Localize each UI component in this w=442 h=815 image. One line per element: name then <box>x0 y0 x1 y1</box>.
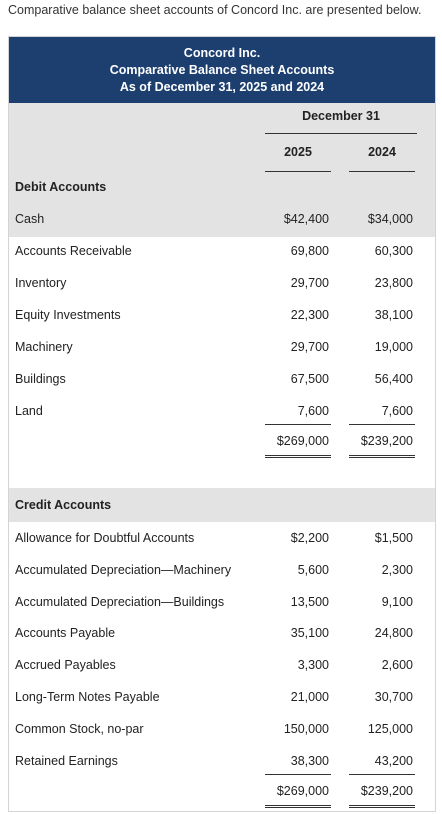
value-2025: 7,600 <box>297 404 329 418</box>
account-label: Accounts Payable <box>15 626 116 641</box>
value-2025: 29,700 <box>290 276 329 290</box>
table-row: Common Stock, no-par 150,000 125,000 <box>9 713 435 745</box>
account-label: Accrued Payables <box>15 658 116 673</box>
credit-heading: Credit Accounts <box>15 498 112 512</box>
table-row: Land 7,600 7,600 <box>9 395 435 427</box>
column-header-area <box>9 103 435 237</box>
table-row: Accumulated Depreciation—Buildings 13,500… <box>9 586 435 618</box>
company-name: Concord Inc. <box>183 46 261 60</box>
table-row: Buildings 67,500 56,400 <box>9 363 435 395</box>
table-row: Allowance for Doubtful Accounts $2,200 $1,… <box>9 522 435 554</box>
value-2024: 24,800 <box>374 626 413 641</box>
table-row: Cash $42,400 $34,000 <box>9 203 435 235</box>
account-label: Buildings <box>15 372 66 386</box>
debit-subtotal-underline <box>265 424 331 425</box>
credit-subtotal-underline <box>265 773 331 775</box>
table-row: Equity Investments 22,300 38,100 <box>9 299 435 331</box>
total-2024: $239,200 <box>360 434 413 448</box>
value-2024: $1,500 <box>374 531 413 545</box>
account-label: Land <box>15 404 43 418</box>
value-2025: 67,500 <box>290 372 329 386</box>
value-2025: $42,400 <box>283 212 329 226</box>
value-2025: 3,300 <box>297 658 329 673</box>
value-2025: 150,000 <box>283 721 329 736</box>
col-underline-2024 <box>349 171 415 172</box>
debit-subtotal-underline <box>349 424 415 425</box>
value-2025: $2,200 <box>290 531 329 545</box>
value-2025: 35,100 <box>290 626 329 641</box>
table-row: Retained Earnings 38,300 43,200 <box>9 745 435 777</box>
value-2025: 21,000 <box>290 690 329 704</box>
table-row: Accrued Payables 3,300 2,600 <box>9 649 435 681</box>
account-label: Machinery <box>15 340 73 354</box>
account-label: Long-Term Notes Payable <box>15 690 160 704</box>
value-2024: 2,300 <box>381 562 413 577</box>
intro-text: Comparative balance sheet accounts of Co… <box>8 3 422 17</box>
table-row: Long-Term Notes Payable 21,000 30,700 <box>9 681 435 713</box>
col-header-2024: 2024 <box>368 145 396 159</box>
table-row: Accounts Receivable 69,800 60,300 <box>9 235 435 267</box>
value-2024: 30,700 <box>374 690 413 704</box>
credit-total-row: $269,000 $239,200 <box>9 775 435 807</box>
value-2025: 38,300 <box>290 753 329 768</box>
credit-total-double-underline <box>265 804 331 808</box>
account-label: Cash <box>15 212 45 226</box>
value-2024: $34,000 <box>367 212 413 226</box>
value-2025: 29,700 <box>290 340 329 354</box>
account-label: Accumulated Depreciation—Machinery <box>15 562 232 577</box>
balance-sheet-table: Concord Inc. Comparative Balance Sheet A… <box>8 36 436 812</box>
value-2024: 125,000 <box>367 721 413 736</box>
value-2024: 38,100 <box>374 308 413 322</box>
value-2024: 19,000 <box>374 340 413 354</box>
table-row: Accounts Payable 35,100 24,800 <box>9 617 435 649</box>
statement-title: Comparative Balance Sheet Accounts <box>109 63 335 77</box>
table-banner: Concord Inc. Comparative Balance Sheet A… <box>9 37 435 103</box>
credit-subtotal-underline <box>349 773 415 775</box>
credit-total-double-underline <box>349 804 415 808</box>
value-2025: 13,500 <box>290 594 329 609</box>
account-label: Accumulated Depreciation—Buildings <box>15 594 225 609</box>
table-row: Accumulated Depreciation—Machinery 5,600 2… <box>9 554 435 586</box>
col-header-2025: 2025 <box>284 145 312 159</box>
col-underline-2025 <box>265 171 331 172</box>
total-2024: $239,200 <box>360 783 413 798</box>
account-label: Allowance for Doubtful Accounts <box>15 531 195 545</box>
value-2024: 60,300 <box>374 244 413 258</box>
debit-total-double-underline <box>349 455 415 458</box>
debit-total-double-underline <box>265 455 331 458</box>
debit-heading-row: Debit Accounts <box>9 171 435 203</box>
account-label: Equity Investments <box>15 308 121 322</box>
account-label: Inventory <box>15 276 67 290</box>
group-underline <box>265 133 417 134</box>
debit-total-row: $269,000 $239,200 <box>9 425 435 457</box>
account-label: Retained Earnings <box>15 753 118 768</box>
value-2025: 69,800 <box>290 244 329 258</box>
value-2024: 56,400 <box>374 372 413 386</box>
value-2024: 23,800 <box>374 276 413 290</box>
value-2024: 9,100 <box>381 594 413 609</box>
account-label: Accounts Receivable <box>15 244 132 258</box>
value-2024: 2,600 <box>381 658 413 673</box>
statement-date: As of December 31, 2025 and 2024 <box>119 80 325 94</box>
table-row: Inventory 29,700 23,800 <box>9 267 435 299</box>
debit-heading: Debit Accounts <box>15 180 107 194</box>
credit-heading-row: Credit Accounts <box>9 488 435 522</box>
total-2025: $269,000 <box>276 434 329 448</box>
value-2024: 43,200 <box>374 753 413 768</box>
value-2024: 7,600 <box>381 404 413 418</box>
column-group-header: December 31 <box>302 109 380 123</box>
value-2025: 5,600 <box>297 562 329 577</box>
total-2025: $269,000 <box>276 783 329 798</box>
table-row: Machinery 29,700 19,000 <box>9 331 435 363</box>
account-label: Common Stock, no-par <box>15 721 144 736</box>
value-2025: 22,300 <box>290 308 329 322</box>
